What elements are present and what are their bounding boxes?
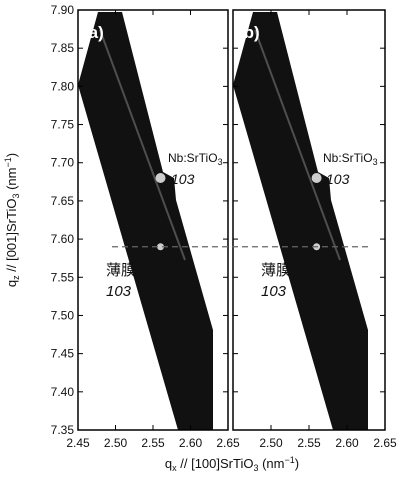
streak (99, 29, 186, 261)
measured-region (233, 12, 368, 430)
x-label-part: (nm (258, 456, 284, 471)
film-index: 103 (261, 283, 287, 300)
y-tick-label: 7.55 (51, 270, 75, 284)
peak (311, 173, 322, 183)
x-tick-label: 2.65 (216, 436, 240, 450)
substrate-label: Nb:SrTiO3 (323, 151, 378, 167)
substrate-label: Nb:SrTiO3 (168, 151, 223, 167)
substrate-label-part: Nb:SrTiO (323, 151, 373, 165)
y-tick-label: 7.35 (51, 423, 75, 437)
peak (157, 243, 164, 251)
x-tick-label: 2.55 (297, 436, 321, 450)
peak (155, 173, 166, 183)
substrate-index: 103 (326, 171, 350, 187)
x-tick-label: 2.60 (335, 436, 359, 450)
panel-label: (b) (238, 23, 260, 42)
x-tick-label: 2.50 (259, 436, 283, 450)
y-tick-label: 7.60 (51, 232, 75, 246)
y-tick-label: 7.40 (51, 385, 75, 399)
substrate-index: 103 (171, 171, 195, 187)
y-tick-label: 7.65 (51, 194, 75, 208)
y-tick-label: 7.75 (51, 118, 75, 132)
substrate-label-part: Nb:SrTiO (168, 151, 218, 165)
y-label-part: ) (4, 153, 19, 157)
x-label-part: ) (295, 456, 299, 471)
y-tick-label: 7.45 (51, 347, 75, 361)
x-tick-label: 2.55 (141, 436, 165, 450)
x-label-part: q (165, 456, 172, 471)
y-tick-label: 7.70 (51, 156, 75, 170)
y-label-sub: 3 (11, 194, 21, 199)
x-axis-label: qx // [100]SrTiO3 (nm−1) (165, 455, 299, 473)
y-label-part: q (4, 280, 19, 287)
streak (254, 29, 341, 261)
y-tick-label: 7.50 (51, 308, 75, 322)
film-label: 薄膜 (106, 262, 136, 279)
y-axis-label: qz // [001]SrTiO3 (nm−1) (3, 153, 21, 287)
x-tick-label: 2.65 (373, 436, 397, 450)
measured-region (78, 12, 213, 430)
x-tick-label: 2.60 (179, 436, 203, 450)
film-label: 薄膜 (261, 262, 291, 279)
film-index: 103 (106, 283, 132, 300)
substrate-label-sub: 3 (373, 157, 378, 167)
x-label-part: // [100]SrTiO (177, 456, 254, 471)
y-label-part: (nm (4, 168, 19, 194)
y-label-sub: z (11, 275, 21, 280)
substrate-label-sub: 3 (218, 157, 223, 167)
x-tick-label: 2.45 (66, 436, 90, 450)
x-label-sub: x (172, 463, 177, 473)
y-label-part: // [001]SrTiO (4, 199, 19, 276)
panel-label: (a) (83, 23, 104, 42)
x-tick-label: 2.50 (104, 436, 128, 450)
x-label-sup: −1 (284, 455, 294, 465)
y-label-sup: −1 (3, 157, 13, 167)
x-label-sub: 3 (253, 463, 258, 473)
y-tick-label: 7.85 (51, 41, 75, 55)
y-tick-label: 7.80 (51, 79, 75, 93)
y-tick-label: 7.90 (51, 3, 75, 17)
